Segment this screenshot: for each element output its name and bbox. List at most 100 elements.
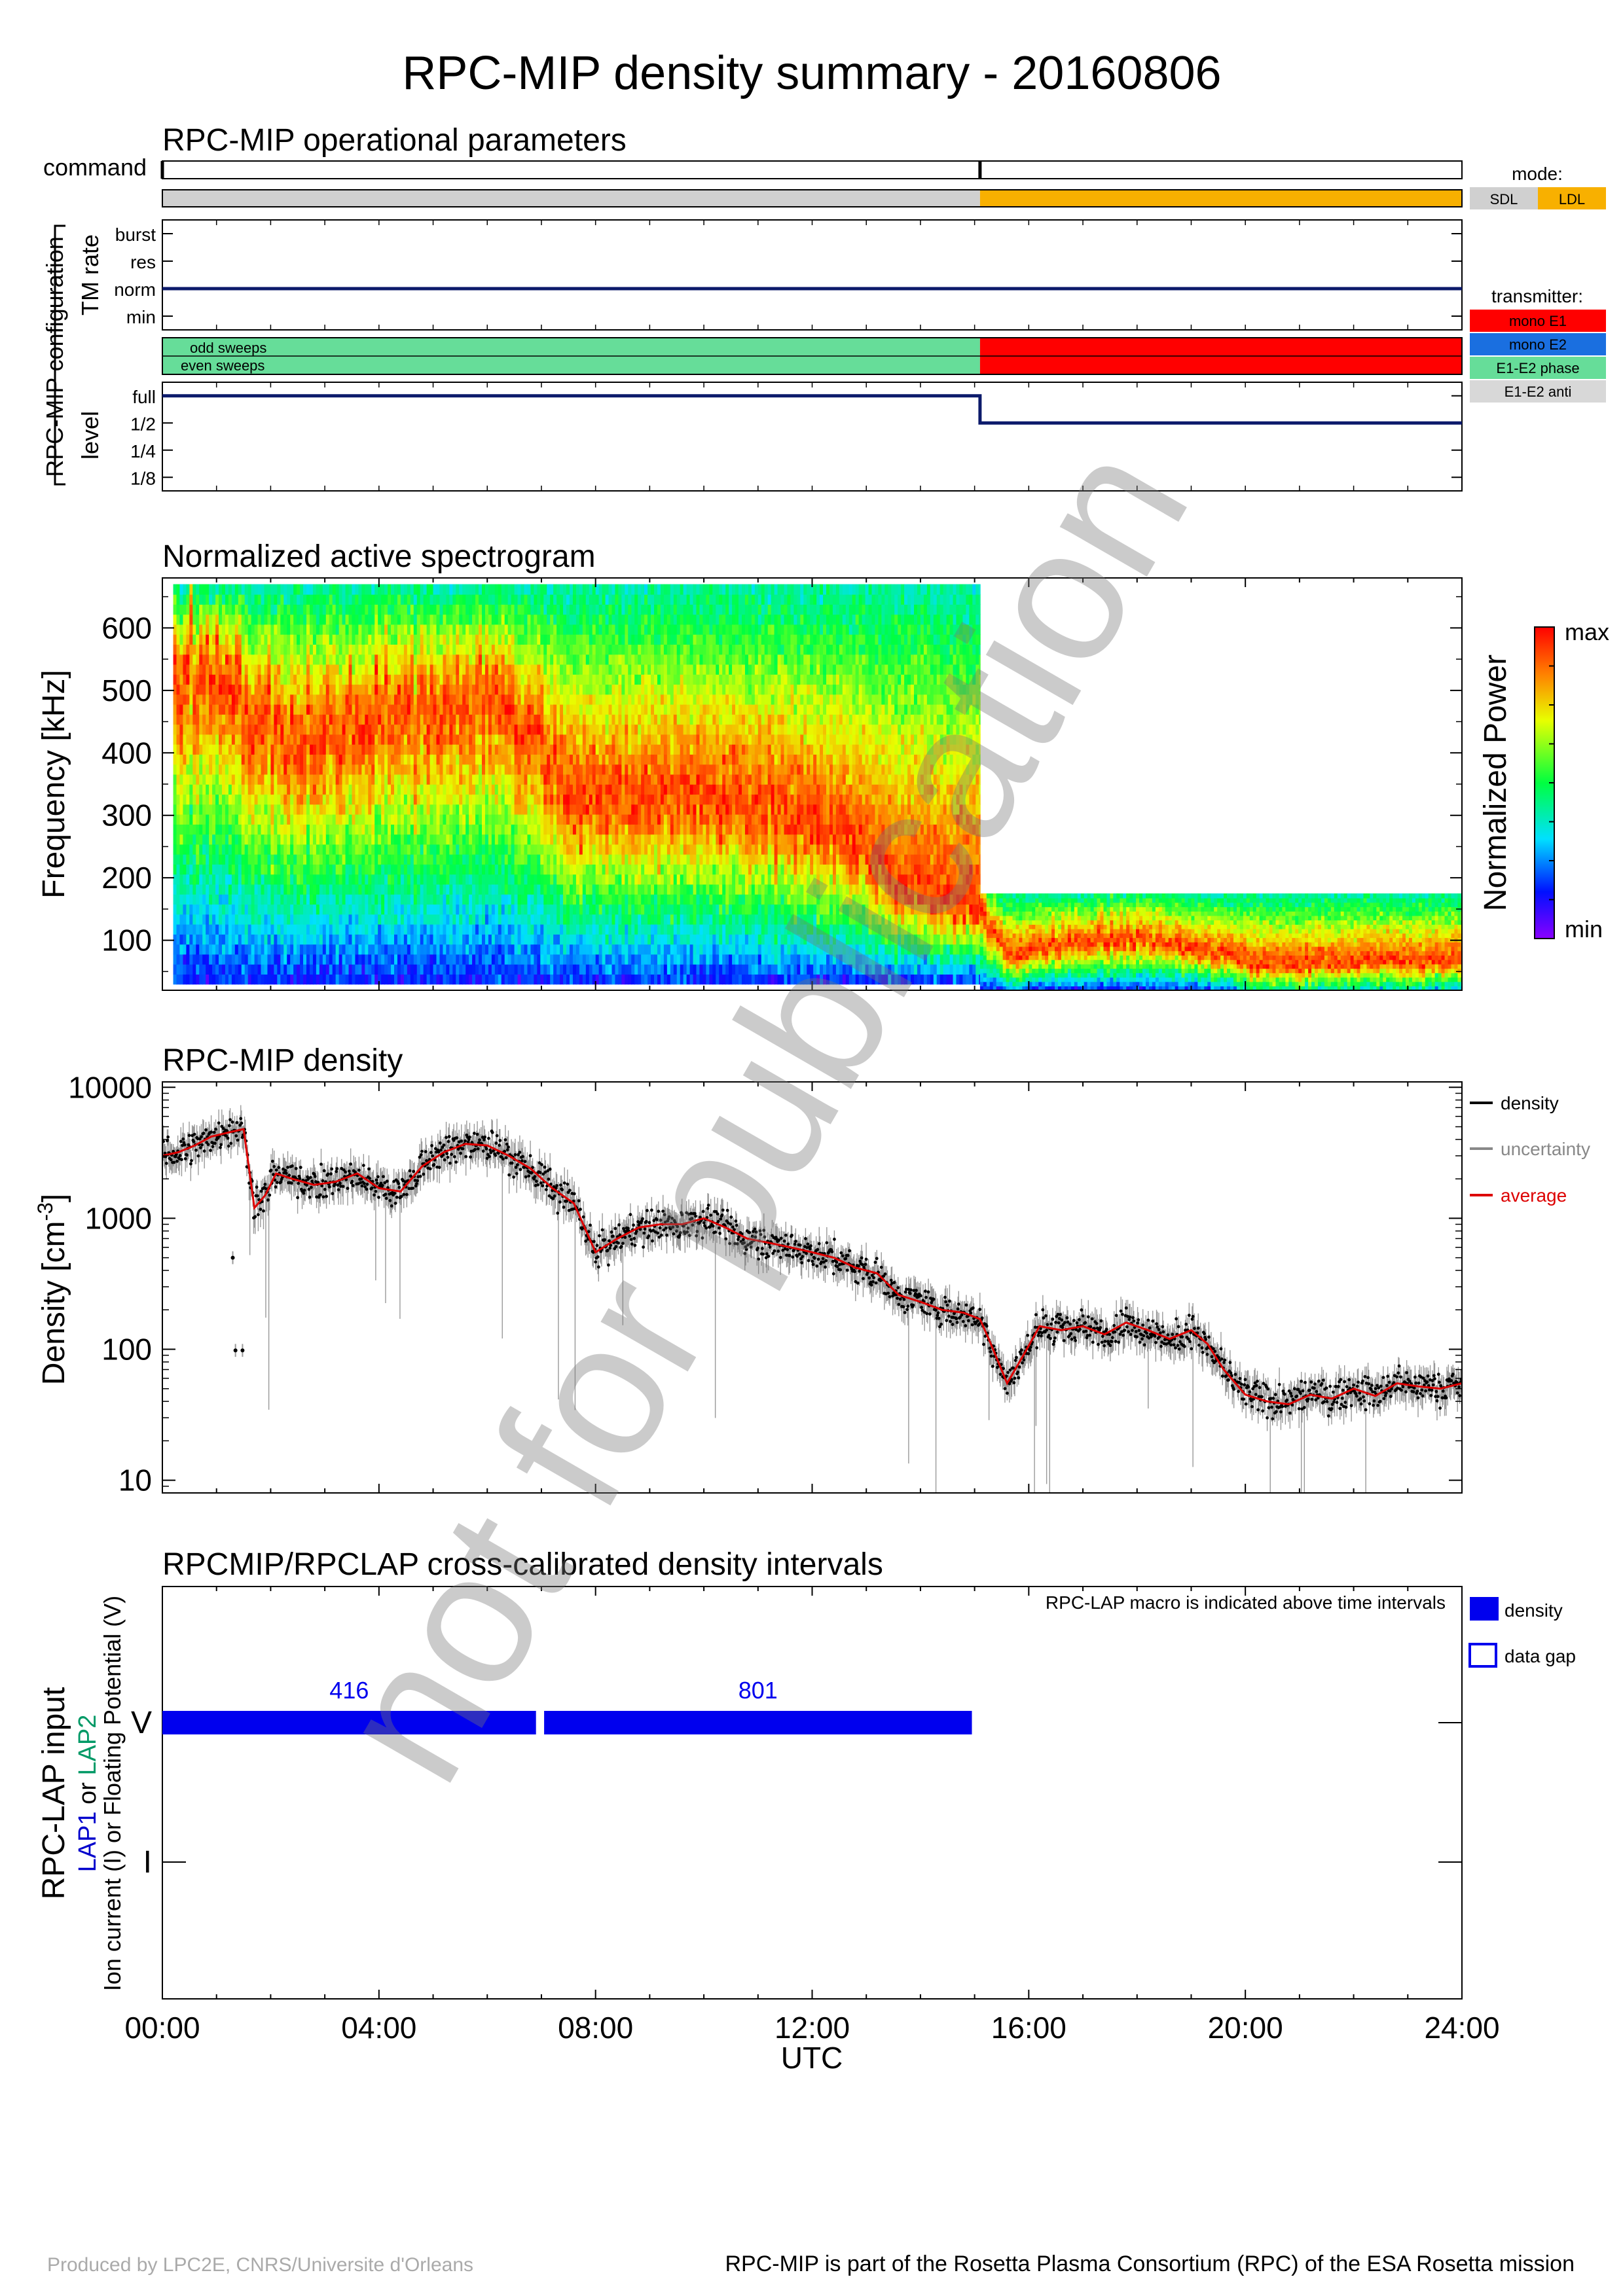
spectrogram-cell xyxy=(420,963,424,975)
spectrogram-cell xyxy=(338,804,343,815)
spectrogram-cell xyxy=(560,604,564,615)
spectrogram-cell xyxy=(189,864,194,875)
spectrogram-cell xyxy=(504,904,509,915)
spectrogram-cell xyxy=(494,604,499,615)
spectrogram-cell xyxy=(234,924,239,935)
spectrogram-cell xyxy=(342,874,346,885)
spectrogram-cell xyxy=(488,594,492,605)
spectrogram-cell xyxy=(517,974,522,985)
spectrogram-cell xyxy=(342,684,346,695)
spectrogram-cell xyxy=(420,634,424,645)
spectrogram-cell xyxy=(290,894,294,905)
spectrogram-cell xyxy=(384,914,388,925)
spectrogram-cell xyxy=(332,804,337,815)
tx-legend-mono-e1 xyxy=(1470,310,1606,332)
spectrogram-cell xyxy=(238,664,242,675)
spectrogram-cell xyxy=(429,864,434,875)
spectrogram-cell xyxy=(319,584,323,595)
spectrogram-cell xyxy=(274,614,278,625)
spectrogram-cell xyxy=(287,884,291,895)
spectrogram-cell xyxy=(297,714,301,725)
spectrogram-cell xyxy=(400,914,405,925)
spectrogram-cell xyxy=(219,674,223,685)
spectrogram-cell xyxy=(192,644,197,655)
spectrogram-cell xyxy=(231,774,236,785)
spectrogram-cell xyxy=(484,784,489,795)
spectrogram-cell xyxy=(189,924,194,935)
spectrogram-cell xyxy=(407,944,411,955)
spectrogram-cell xyxy=(407,794,411,805)
spectrogram-cell xyxy=(527,894,532,905)
spectrogram-cell xyxy=(293,594,297,605)
spectrogram-cell xyxy=(338,644,343,655)
spectrogram-cell xyxy=(297,944,301,955)
spectrogram-cell xyxy=(371,784,376,795)
spectrogram-cell xyxy=(209,963,213,975)
spectrogram-cell xyxy=(345,894,350,905)
spectrogram-cell xyxy=(342,884,346,895)
spectrogram-cell xyxy=(264,834,268,845)
spectrogram-cell xyxy=(446,694,450,705)
spectrogram-cell xyxy=(241,804,246,815)
spectrogram-cell xyxy=(556,874,560,885)
spectrogram-cell xyxy=(384,744,388,755)
spectrogram-cell xyxy=(186,784,191,795)
spectrogram-cell xyxy=(358,853,363,865)
spectrogram-cell xyxy=(264,594,268,605)
spectrogram-cell xyxy=(393,754,398,765)
spectrogram-cell xyxy=(300,904,304,915)
spectrogram-cell xyxy=(537,894,541,905)
spectrogram-cell xyxy=(215,814,219,825)
spectrogram-cell xyxy=(501,924,505,935)
spectrogram-cell xyxy=(381,814,385,825)
spectrogram-cell xyxy=(274,704,278,715)
spectrogram-cell xyxy=(303,584,307,595)
spectrogram-cell xyxy=(479,844,483,855)
spectrogram-cell xyxy=(556,584,560,595)
spectrogram-cell xyxy=(219,724,223,735)
spectrogram-cell xyxy=(443,704,447,715)
spectrogram-cell xyxy=(527,864,532,875)
spectrogram-cell xyxy=(371,674,376,685)
spectrogram-cell xyxy=(312,974,317,985)
spectrogram-cell xyxy=(270,674,275,685)
spectrogram-cell xyxy=(345,724,350,735)
spectrogram-cell xyxy=(547,744,551,755)
spectrogram-cell xyxy=(416,764,421,775)
spectrogram-cell xyxy=(176,934,181,945)
spectrogram-cell xyxy=(176,884,181,895)
spectrogram-cell xyxy=(384,944,388,955)
spectrogram-cell xyxy=(316,594,320,605)
spectrogram-cell xyxy=(550,634,554,645)
spectrogram-cell xyxy=(511,764,515,775)
spectrogram-cell xyxy=(384,844,388,855)
spectrogram-cell xyxy=(560,624,564,635)
spectrogram-cell xyxy=(228,594,232,605)
spectrogram-cell xyxy=(443,784,447,795)
spectrogram-cell xyxy=(293,784,297,795)
spectrogram-cell xyxy=(267,924,272,935)
spectrogram-cell xyxy=(365,914,369,925)
spectrogram-cell xyxy=(426,744,431,755)
spectrogram-cell xyxy=(234,684,239,695)
spectrogram-cell xyxy=(537,694,541,705)
spectrogram-cell xyxy=(234,794,239,805)
spectrogram-cell xyxy=(348,624,353,635)
spectrogram-cell xyxy=(261,784,265,795)
spectrogram-cell xyxy=(202,594,206,605)
spectrogram-cell xyxy=(219,604,223,615)
spectrogram-cell xyxy=(436,624,441,635)
spectrogram-cell xyxy=(335,604,340,615)
spectrogram-cell xyxy=(484,874,489,885)
spectrogram-cell xyxy=(563,744,567,755)
spectrogram-cell xyxy=(322,584,327,595)
spectrogram-cell xyxy=(465,924,469,935)
spectrogram-cell xyxy=(381,794,385,805)
spectrogram-cell xyxy=(443,734,447,745)
spectrogram-cell xyxy=(397,894,401,905)
spectrogram-cell xyxy=(186,614,191,625)
spectrogram-cell xyxy=(556,734,560,745)
spectrogram-cell xyxy=(264,934,268,945)
spectrogram-cell xyxy=(433,714,437,725)
spectrogram-cell xyxy=(543,604,548,615)
